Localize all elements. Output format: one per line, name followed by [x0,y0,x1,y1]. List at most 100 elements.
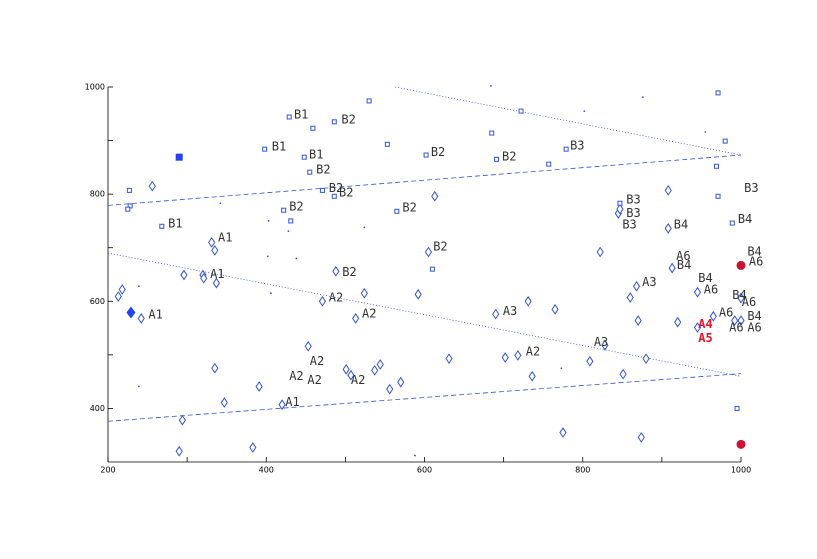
point-label: B4 [732,288,746,302]
diamond-marker [528,370,536,382]
point-label: B2 [433,240,447,254]
filled-square-marker [175,153,183,161]
square-marker [715,193,721,199]
point-label: A6 [729,321,743,335]
dot-marker [704,131,707,133]
diamond-marker [332,265,340,277]
square-marker [319,187,325,193]
dot-marker [560,367,563,370]
diamond-marker [596,246,604,258]
diamond-marker [551,303,559,315]
diamond-marker [255,381,263,392]
point-label: A2 [289,369,303,383]
point-label: A3 [503,304,517,318]
diamond-marker [304,340,312,352]
point-label: A2 [362,307,376,321]
point-label: A2 [351,373,365,387]
diamond-marker [514,349,522,361]
diamond-marker [709,310,717,322]
square-marker [713,163,719,169]
diamond-marker [114,291,122,302]
diamond-marker [664,223,672,234]
diamond-marker [118,284,126,295]
point-label: A4 [698,317,712,331]
point-label: B4 [698,271,712,285]
diamond-marker [137,313,145,324]
square-marker [310,125,316,131]
point-label: B2 [316,163,330,177]
diamond-marker [619,368,627,380]
square-marker [384,141,390,147]
point-label: A1 [210,267,224,281]
filled-diamond-marker [126,306,136,319]
point-label: A5 [698,331,712,345]
square-marker [518,108,524,114]
circle-marker [736,260,746,270]
dot-marker [641,96,644,99]
point-label: B1 [294,107,308,121]
dot-marker [270,292,272,295]
diamond-marker [674,316,682,328]
point-label: B4 [674,218,688,232]
dot-marker [414,454,416,457]
square-marker [301,154,307,160]
reference-line [107,252,742,377]
point-label: B2 [402,201,416,215]
square-marker [366,98,372,104]
diamond-marker [371,364,379,376]
x-tick-label: 600 [417,466,432,475]
diamond-marker [414,288,422,300]
point-label: A2 [329,291,343,305]
diamond-marker [664,184,672,196]
dot-marker [490,85,492,87]
square-marker [715,90,721,96]
diamond-marker [180,269,188,281]
point-label: B2 [339,186,353,200]
square-marker [307,169,313,175]
diamond-marker [737,315,745,326]
square-marker [125,206,131,212]
point-label: A2 [526,345,540,359]
diamond-marker [211,244,219,256]
circle-marker [736,439,746,449]
square-marker [546,161,552,167]
square-marker [734,405,740,411]
y-tick-label: 1000 [85,83,105,92]
square-marker [159,223,165,229]
dot-marker [583,110,586,113]
point-label: B2 [342,265,356,279]
point-label: B3 [626,206,640,220]
dot-marker [363,226,366,229]
point-label: A6 [676,249,690,263]
diamond-marker [642,353,650,365]
dot-marker [137,385,140,388]
diamond-marker [200,272,208,284]
diamond-marker [668,262,676,274]
diamond-marker [616,203,624,215]
x-tick-label: 800 [575,466,590,475]
diamond-marker [211,362,219,374]
point-label: A3 [642,275,656,289]
diamond-marker [342,363,350,375]
reference-line [107,373,742,422]
point-label: B4 [747,309,761,323]
diamond-marker [632,280,641,292]
square-marker [281,207,287,213]
y-tick-label: 400 [90,404,105,413]
square-marker [617,200,623,206]
point-label: A1 [218,231,232,245]
square-marker [489,130,495,136]
y-tick-label: 800 [90,190,105,199]
dot-marker [267,220,270,222]
diamond-marker [360,287,368,299]
diamond-marker [318,295,327,307]
diamond-marker [424,246,433,258]
square-marker [286,114,292,120]
point-label: B1 [168,217,182,231]
dot-marker [266,255,269,258]
diamond-marker [524,295,532,307]
point-label: B4 [677,258,691,272]
diamond-marker [249,442,257,453]
point-label: A1 [285,395,299,409]
diamond-marker [637,431,645,443]
